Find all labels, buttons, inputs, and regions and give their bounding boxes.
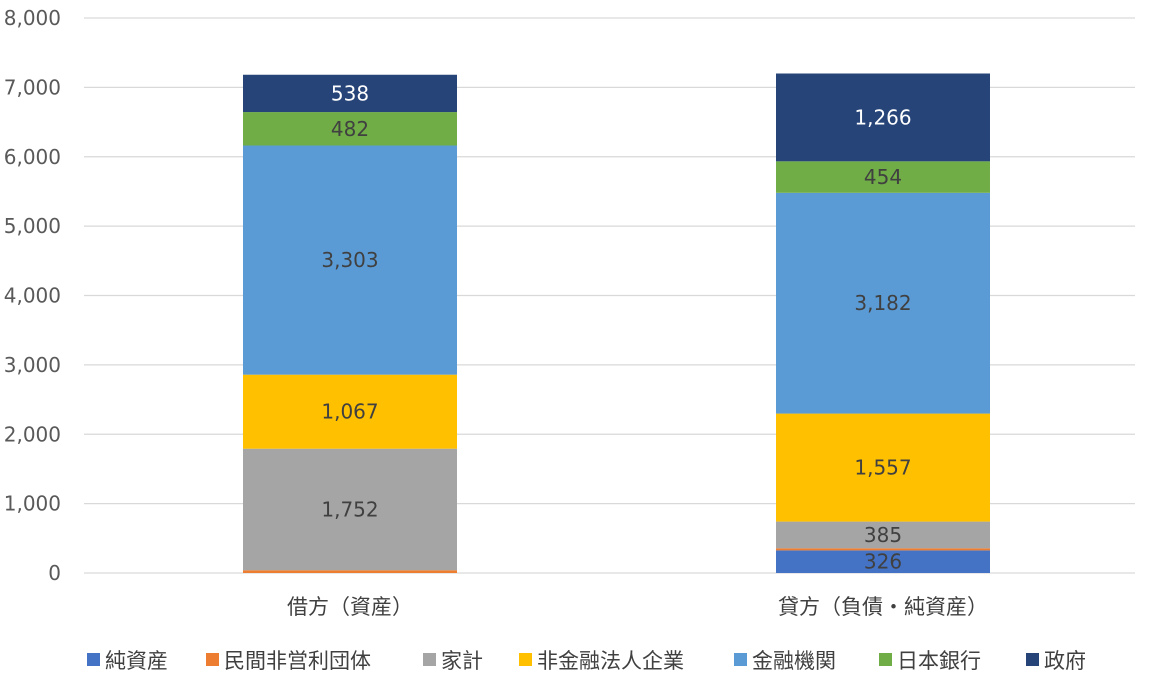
y-tick-label: 3,000 — [4, 353, 61, 377]
data-label: 3,182 — [854, 291, 911, 315]
bar-segment — [243, 374, 457, 449]
y-tick-label: 6,000 — [4, 145, 61, 169]
legend-label: 民間非営利団体 — [224, 649, 371, 673]
y-tick-label: 0 — [48, 561, 61, 585]
legend-label: 政府 — [1044, 649, 1086, 673]
bar-segment — [243, 74, 457, 113]
data-label: 1,067 — [321, 400, 378, 424]
legend-swatch — [423, 653, 436, 666]
bar-segment — [776, 521, 990, 549]
legend: 純資産 民間非営利団体 家計 非金融法人企業 金融機関 日本銀行 政府 — [87, 649, 1086, 673]
bar-segment — [243, 448, 457, 571]
legend-swatch — [87, 653, 100, 666]
bar-segment — [776, 161, 990, 193]
data-label: 1,266 — [854, 105, 911, 129]
legend-label: 純資産 — [105, 649, 168, 673]
bar-segment — [776, 192, 990, 414]
legend-label: 金融機関 — [752, 649, 836, 673]
legend-swatch — [206, 653, 219, 666]
y-tick-label: 4,000 — [4, 284, 61, 308]
x-axis-category-labels: 借方（資産） 貸方（負債・純資産） — [287, 595, 988, 619]
data-label: 482 — [331, 117, 369, 141]
legend-label: 家計 — [441, 649, 483, 673]
bar-segment — [776, 73, 990, 162]
x-category-label: 貸方（負債・純資産） — [778, 595, 988, 619]
bar-segment — [776, 548, 990, 551]
data-label: 538 — [331, 81, 369, 105]
legend-label: 日本銀行 — [897, 649, 981, 673]
data-label: 326 — [864, 550, 902, 574]
bar-segment — [243, 145, 457, 375]
x-category-label: 借方（資産） — [287, 595, 413, 619]
legend-swatch — [519, 653, 532, 666]
bar-segment — [776, 413, 990, 522]
data-label: 385 — [864, 523, 902, 547]
data-label: 1,752 — [321, 497, 378, 521]
y-tick-label: 7,000 — [4, 75, 61, 99]
data-label: 454 — [864, 165, 902, 189]
y-tick-label: 5,000 — [4, 214, 61, 238]
bar-segment — [243, 112, 457, 146]
legend-label: 非金融法人企業 — [537, 649, 684, 673]
legend-swatch — [734, 653, 747, 666]
y-tick-label: 2,000 — [4, 422, 61, 446]
data-labels: 1,752 1,067 3,303 482 538 326 385 1,557 3,182 454… — [321, 81, 911, 573]
y-axis-ticks: 0 1,000 2,000 3,000 4,000 5,000 6,000 7,000 8,00… — [4, 6, 61, 585]
legend-swatch — [879, 653, 892, 666]
data-label: 3,303 — [321, 248, 378, 272]
bar-segment — [776, 550, 990, 573]
bars — [243, 73, 990, 573]
y-tick-label: 1,000 — [4, 492, 61, 516]
legend-swatch — [1026, 653, 1039, 666]
bar-segment — [243, 570, 457, 573]
data-label: 1,557 — [854, 456, 911, 480]
y-tick-label: 8,000 — [4, 6, 61, 30]
